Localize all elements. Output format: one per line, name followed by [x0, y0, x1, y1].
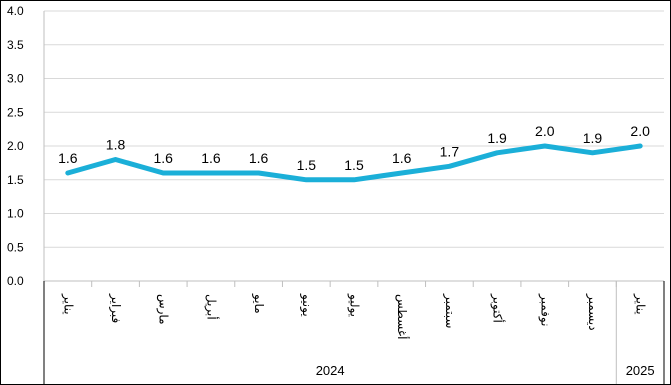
series: [65, 143, 643, 183]
month-label: أكتوبر: [490, 293, 506, 323]
month-label: يناير: [60, 293, 75, 315]
data-label: 1.9: [487, 130, 507, 146]
month-label: يوليو: [347, 293, 362, 317]
data-label: 2.0: [630, 123, 650, 139]
y-tick-label: 0.0: [7, 274, 24, 288]
y-tick-label: 0.5: [7, 240, 24, 254]
data-label: 1.5: [344, 157, 364, 173]
data-label: 1.5: [297, 157, 317, 173]
y-axis-tick-labels: 0.0 0.5 1.0 1.5 2.0 2.5 3.0 3.5 4.0: [7, 4, 24, 288]
month-label: مارس: [156, 294, 171, 325]
month-label: أغسطس: [394, 294, 410, 339]
data-label: 1.6: [249, 150, 269, 166]
year-label: 2025: [626, 363, 655, 378]
y-tick-label: 2.5: [7, 105, 24, 119]
month-label: ديسمبر: [585, 293, 600, 331]
month-label: يونيو: [299, 293, 314, 317]
month-label: سبتمبر: [442, 293, 457, 328]
data-label: 1.6: [392, 150, 412, 166]
x-axis-tick-labels: 2024 2025 يناير فبراير مارس أبريل مايو يونيو يول…: [60, 293, 654, 378]
month-label: أبريل: [203, 294, 219, 320]
data-label: 1.6: [201, 150, 221, 166]
month-label: يناير: [633, 293, 648, 315]
data-labels: 1.6 1.8 1.6 1.6 1.6 1.5 1.5 1.6 1.7 1.9 2.0 1.9 2.0: [58, 123, 650, 173]
y-tick-label: 2.0: [7, 139, 24, 153]
y-tick-label: 3.0: [7, 72, 24, 86]
month-label: فبراير: [108, 293, 123, 323]
year-label: 2024: [316, 363, 345, 378]
series-line: [65, 143, 643, 183]
y-tick-label: 1.5: [7, 173, 24, 187]
y-tick-label: 4.0: [7, 4, 24, 18]
data-label: 1.6: [153, 150, 173, 166]
y-tick-label: 3.5: [7, 38, 24, 52]
month-label: مايو: [251, 293, 266, 314]
data-label: 1.7: [440, 143, 460, 159]
y-tick-label: 1.0: [7, 207, 24, 221]
axes: [43, 11, 665, 384]
data-label: 1.9: [583, 130, 603, 146]
data-label: 1.8: [106, 137, 126, 153]
data-label: 2.0: [535, 123, 555, 139]
month-label: نوفمبر: [537, 293, 552, 326]
data-label: 1.6: [58, 150, 78, 166]
